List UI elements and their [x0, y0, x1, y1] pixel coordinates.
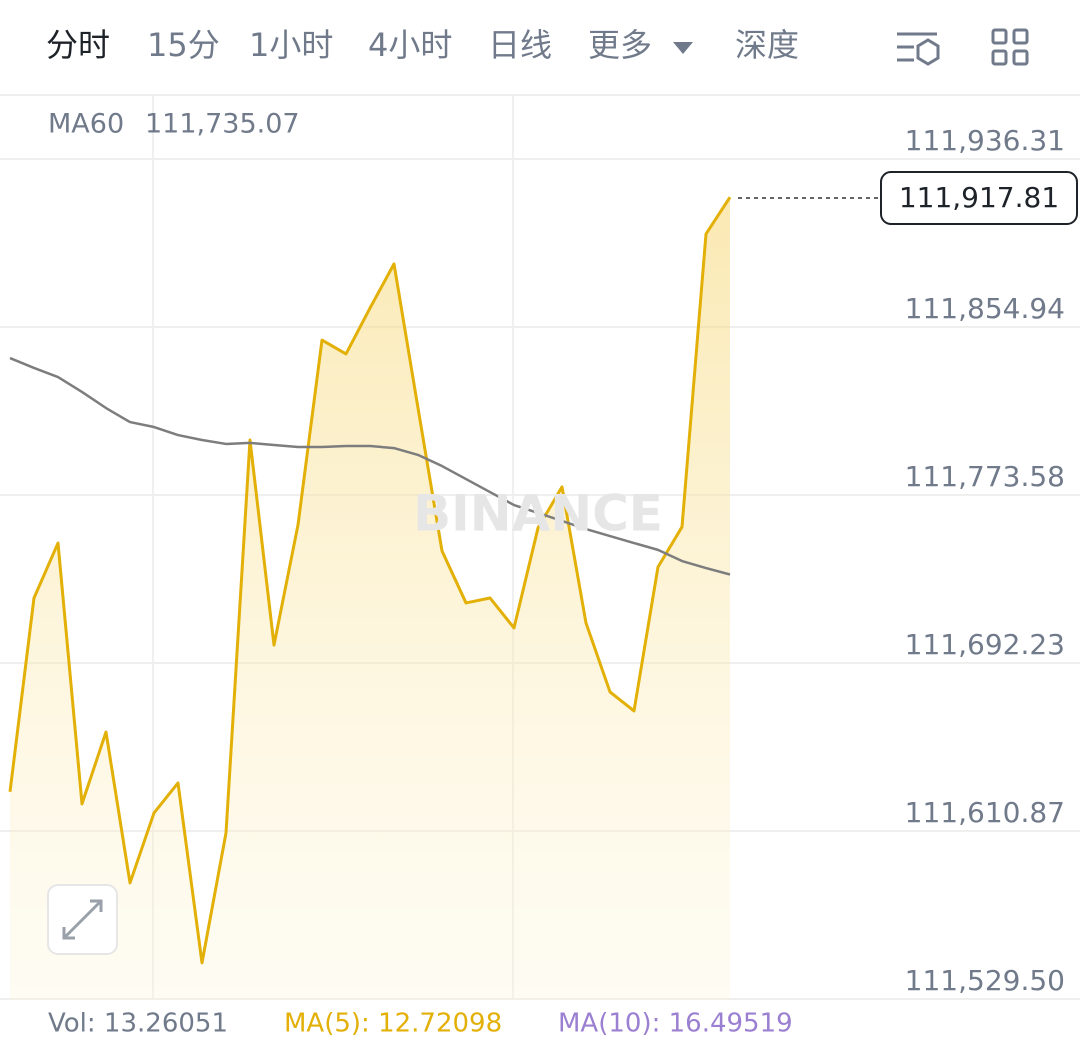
y-tick-label: 111,610.87	[905, 796, 1065, 829]
vol-ma10: MA(10): 16.49519	[558, 1009, 793, 1039]
settings-icon[interactable]	[897, 32, 940, 66]
ma60-value: 111,735.07	[145, 109, 300, 140]
vol-ma5: MA(5): 12.72098	[284, 1009, 502, 1039]
tab[interactable]: 更多	[588, 26, 652, 64]
tab[interactable]: 日线	[488, 26, 552, 64]
dropdown-arrow	[673, 42, 693, 54]
tab[interactable]: 分时	[46, 26, 110, 64]
current-price: 111,917.81	[899, 181, 1059, 214]
y-tick-label: 111,936.31	[905, 124, 1065, 157]
price-box	[880, 171, 1078, 225]
watermark: BINANCE	[413, 485, 663, 543]
series-line	[8, 196, 732, 965]
y-tick-label: 111,692.23	[905, 628, 1065, 661]
y-tick-label: 111,773.58	[905, 460, 1065, 493]
y-tick-label: 111,529.50	[905, 964, 1065, 997]
series-line	[9, 356, 731, 576]
tab[interactable]: 1小时	[249, 26, 333, 64]
y-tick-label: 111,854.94	[905, 292, 1065, 325]
price-area	[10, 197, 730, 1000]
layout-icon[interactable]	[991, 28, 1029, 66]
plot: 111,936.31 111,854.94 111,773.58 111,692.23…	[0, 124, 1080, 1000]
tab[interactable]: 15分	[147, 26, 220, 64]
tab[interactable]: 4小时	[368, 26, 452, 64]
tab[interactable]: 深度	[735, 26, 799, 64]
vol: Vol: 13.26051	[48, 1009, 228, 1039]
expand-button[interactable]	[47, 884, 118, 955]
ma60-name: MA60	[48, 109, 124, 140]
